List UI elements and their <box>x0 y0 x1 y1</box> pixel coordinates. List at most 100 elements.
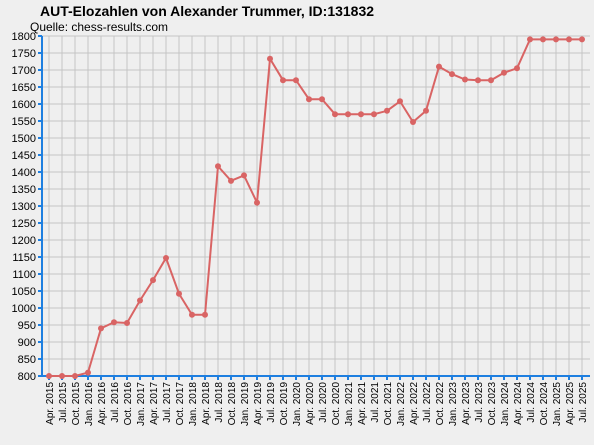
x-tick-label: Jul. 2022 <box>422 382 433 423</box>
y-tick-label: 1450 <box>12 150 36 162</box>
x-tick-label: Jul. 2023 <box>474 382 485 423</box>
point <box>215 163 221 170</box>
point <box>85 369 91 376</box>
x-tick-label: Apr. 2019 <box>253 382 264 425</box>
point <box>332 111 338 118</box>
point <box>566 36 572 43</box>
y-tick-label: 1750 <box>12 48 36 60</box>
x-tick-label: Apr. 2022 <box>409 382 420 425</box>
point <box>540 36 546 43</box>
y-tick-label: 1250 <box>12 218 36 230</box>
x-tick-label: Oct. 2022 <box>435 382 446 426</box>
x-tick-label: Apr. 2018 <box>201 382 212 425</box>
x-tick-label: Jan. 2025 <box>552 382 563 426</box>
point <box>150 277 156 284</box>
x-tick-label: Jan. 2019 <box>240 382 251 426</box>
x-tick-label: Jan. 2024 <box>500 382 511 426</box>
x-tick-label: Jan. 2020 <box>292 382 303 426</box>
point <box>267 55 273 62</box>
x-tick-label: Jul. 2016 <box>110 382 121 423</box>
point <box>579 36 585 43</box>
x-tick-label: Jul. 2025 <box>578 382 589 423</box>
y-tick-label: 950 <box>18 320 36 332</box>
point <box>111 319 117 326</box>
x-tick-label: Apr. 2024 <box>513 382 524 425</box>
point <box>46 373 52 379</box>
chart-title: AUT-Elozahlen von Alexander Trummer, ID:… <box>40 3 374 19</box>
point <box>423 107 429 114</box>
x-tick-label: Jan. 2017 <box>136 382 147 426</box>
y-tick-label: 850 <box>18 354 36 366</box>
x-tick-label: Oct. 2016 <box>123 382 134 426</box>
point <box>384 107 390 114</box>
point <box>241 172 247 179</box>
point <box>228 177 234 184</box>
y-tick-label: 1700 <box>12 65 36 77</box>
point <box>202 311 208 318</box>
point <box>137 297 143 304</box>
point <box>449 71 455 78</box>
x-tick-label: Oct. 2023 <box>487 382 498 426</box>
y-tick-label: 1200 <box>12 235 36 247</box>
point <box>358 111 364 118</box>
point <box>306 96 312 103</box>
x-tick-label: Oct. 2017 <box>175 382 186 426</box>
x-tick-label: Apr. 2017 <box>149 382 160 425</box>
x-tick-label: Jan. 2016 <box>84 382 95 426</box>
x-tick-label: Apr. 2023 <box>461 382 472 425</box>
x-tick-label: Jul. 2019 <box>266 382 277 423</box>
point <box>462 76 468 83</box>
point <box>59 373 65 379</box>
x-tick-label: Apr. 2025 <box>565 382 576 425</box>
point <box>501 69 507 76</box>
x-tick-label: Jul. 2017 <box>162 382 173 423</box>
x-tick-label: Oct. 2018 <box>227 382 238 426</box>
x-tick-label: Apr. 2015 <box>45 382 56 425</box>
point <box>345 111 351 118</box>
point <box>293 77 299 84</box>
point <box>72 373 78 379</box>
point <box>410 119 416 126</box>
x-tick-label: Jul. 2015 <box>58 382 69 423</box>
x-tick-label: Apr. 2020 <box>305 382 316 425</box>
y-tick-label: 1600 <box>12 99 36 111</box>
x-tick-label: Apr. 2021 <box>357 382 368 425</box>
x-tick-label: Jul. 2018 <box>214 382 225 423</box>
x-tick-label: Oct. 2020 <box>331 382 342 426</box>
chart-subtitle: Quelle: chess-results.com <box>30 20 168 34</box>
x-tick-label: Jul. 2021 <box>370 382 381 423</box>
x-tick-label: Jan. 2022 <box>396 382 407 426</box>
y-tick-label: 1300 <box>12 201 36 213</box>
x-tick-label: Jan. 2023 <box>448 382 459 426</box>
x-tick-label: Oct. 2024 <box>539 382 550 426</box>
y-tick-label: 1050 <box>12 286 36 298</box>
y-tick-label: 1000 <box>12 303 36 315</box>
point <box>176 290 182 297</box>
y-tick-label: 1100 <box>12 269 36 281</box>
y-tick-label: 1150 <box>12 252 36 264</box>
point <box>514 65 520 72</box>
point <box>124 319 130 326</box>
point <box>371 111 377 118</box>
point <box>163 255 169 262</box>
x-tick-label: Oct. 2015 <box>71 382 82 426</box>
point <box>436 63 442 70</box>
point <box>397 98 403 105</box>
y-tick-label: 900 <box>18 337 36 349</box>
y-tick-label: 800 <box>18 371 36 383</box>
point <box>98 325 104 332</box>
x-tick-label: Oct. 2019 <box>279 382 290 426</box>
y-tick-label: 1400 <box>12 167 36 179</box>
x-tick-label: Oct. 2021 <box>383 382 394 426</box>
point <box>527 36 533 43</box>
x-tick-label: Jul. 2020 <box>318 382 329 423</box>
point <box>254 199 260 206</box>
point <box>189 311 195 318</box>
point <box>280 77 286 84</box>
point <box>553 36 559 43</box>
point <box>475 77 481 84</box>
point <box>319 96 325 103</box>
y-tick-label: 1800 <box>12 31 36 43</box>
y-tick-label: 1550 <box>12 116 36 128</box>
